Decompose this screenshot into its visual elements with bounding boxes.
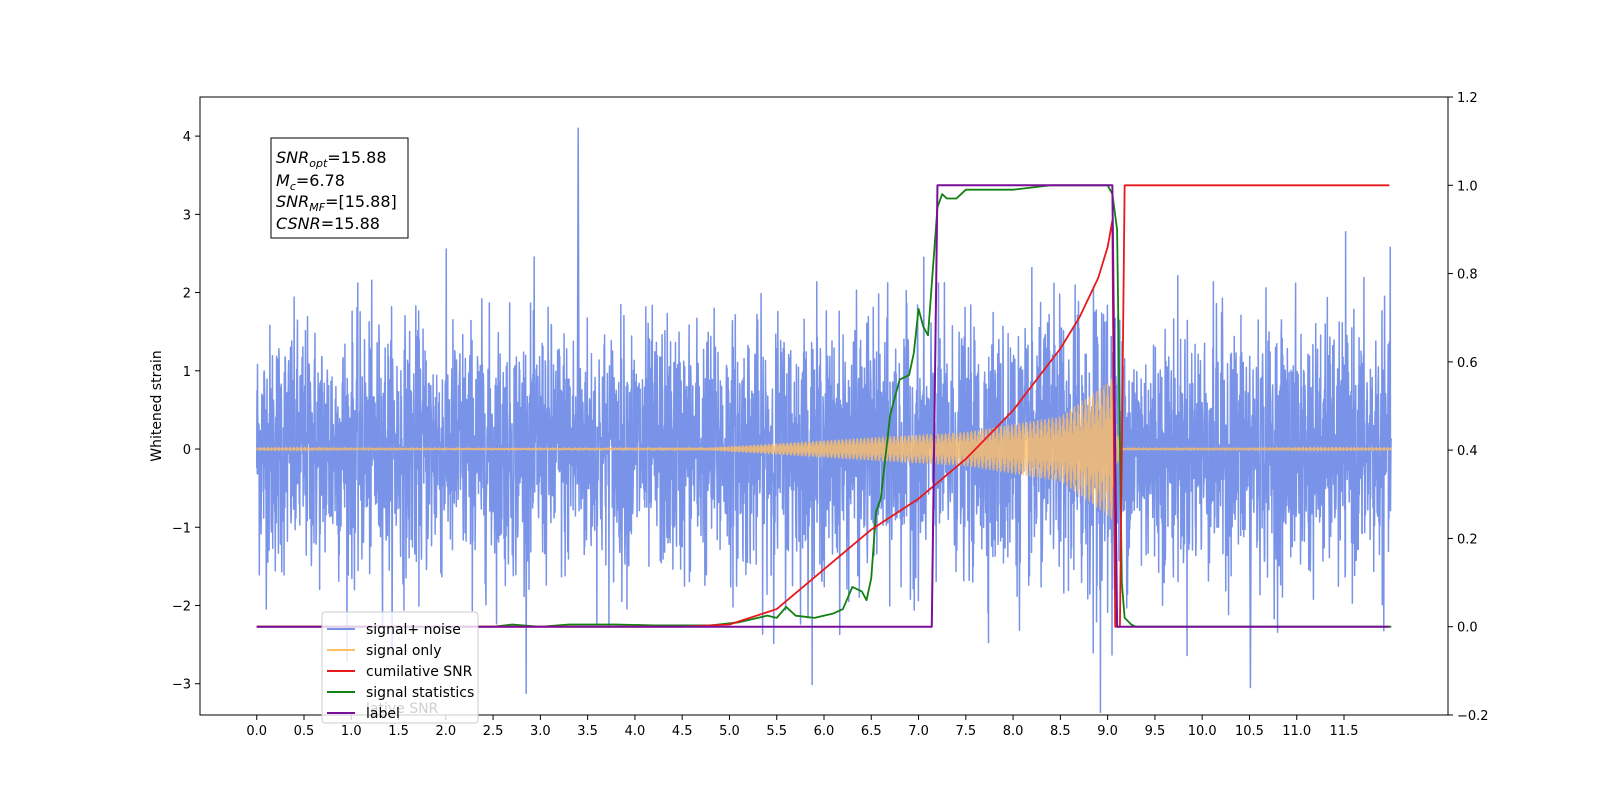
x-tick-label: 4.5 (672, 724, 693, 739)
annotation-csnr: CSNR=15.88 (276, 214, 380, 233)
y-axis-left: −3 −2 −1 0 1 2 3 4 (172, 130, 200, 693)
y-left-tick-label: 1 (183, 365, 191, 380)
x-tick-label: 9.5 (1145, 724, 1166, 739)
series-label (256, 184, 1390, 628)
y-right-tick-label: 1.2 (1457, 91, 1478, 106)
legend-label: signal only (366, 643, 441, 659)
y-left-tick-label: −1 (172, 521, 191, 536)
x-tick-label: 3.0 (530, 724, 551, 739)
x-tick-label: 8.5 (1050, 724, 1071, 739)
y-right-tick-label: 0.2 (1457, 532, 1478, 547)
y-right-tick-label: −0.2 (1457, 709, 1489, 724)
series-cumulative-snr (256, 184, 1390, 628)
x-tick-label: 2.0 (435, 724, 456, 739)
y-right-tick-label: 0.6 (1457, 356, 1478, 371)
x-tick-label: 7.0 (908, 724, 929, 739)
legend-label: label (366, 706, 400, 722)
y-left-tick-label: 0 (183, 443, 191, 458)
y-right-tick-label: 0.0 (1457, 621, 1478, 636)
plot-area (255, 127, 1393, 714)
annotation-box: SNRopt=15.88 Mc=6.78 SNRMF=[15.88] CSNR=… (270, 137, 409, 239)
legend-label: cumilative SNR (366, 664, 473, 680)
x-tick-label: 5.0 (719, 724, 740, 739)
y-left-tick-label: 2 (183, 287, 191, 302)
x-tick-label: 0.5 (294, 724, 315, 739)
y-left-tick-label: 4 (183, 130, 191, 145)
legend: lative SNR signal+ noise signal only cumil… (321, 611, 479, 724)
y-right-tick-label: 0.4 (1457, 444, 1478, 459)
x-tick-label: 6.5 (861, 724, 882, 739)
series-signal-only (256, 378, 1392, 520)
x-tick-label: 4.0 (625, 724, 646, 739)
x-tick-label: 5.5 (766, 724, 787, 739)
y-right-tick-label: 0.8 (1457, 268, 1478, 283)
y-axis-label: Whitened strain (149, 350, 165, 461)
x-tick-label: 11.0 (1282, 724, 1311, 739)
x-tick-label: 0.0 (246, 724, 267, 739)
x-tick-label: 1.0 (341, 724, 362, 739)
y-axis-right: −0.2 0.0 0.2 0.4 0.6 0.8 1.0 1.2 (1448, 91, 1489, 724)
y-left-tick-label: −2 (172, 599, 191, 614)
x-tick-label: 11.5 (1330, 724, 1359, 739)
legend-label: signal statistics (366, 685, 474, 701)
legend-label: signal+ noise (366, 622, 461, 638)
y-right-tick-label: 1.0 (1457, 179, 1478, 194)
x-tick-label: 9.0 (1097, 724, 1118, 739)
annotation-snr-mf: SNRMF=[15.88] (276, 192, 397, 214)
y-left-tick-label: 3 (183, 208, 191, 223)
x-tick-label: 7.5 (955, 724, 976, 739)
x-tick-label: 2.5 (483, 724, 504, 739)
annotation-mc: Mc=6.78 (276, 171, 345, 193)
legend-ghost-text: lative SNR (366, 701, 439, 717)
x-tick-label: 6.0 (814, 724, 835, 739)
x-tick-label: 10.0 (1188, 724, 1217, 739)
x-tick-label: 1.5 (388, 724, 409, 739)
x-tick-label: 10.5 (1235, 724, 1264, 739)
annotation-snr-opt: SNRopt=15.88 (276, 148, 387, 170)
y-left-tick-label: −3 (172, 678, 191, 693)
x-tick-label: 3.5 (577, 724, 598, 739)
x-tick-label: 8.0 (1003, 724, 1024, 739)
x-axis: 0.0 0.5 1.0 1.5 2.0 2.5 3.0 3.5 4.0 4.5 5.0 5.5 6.0 6… (246, 715, 1358, 739)
